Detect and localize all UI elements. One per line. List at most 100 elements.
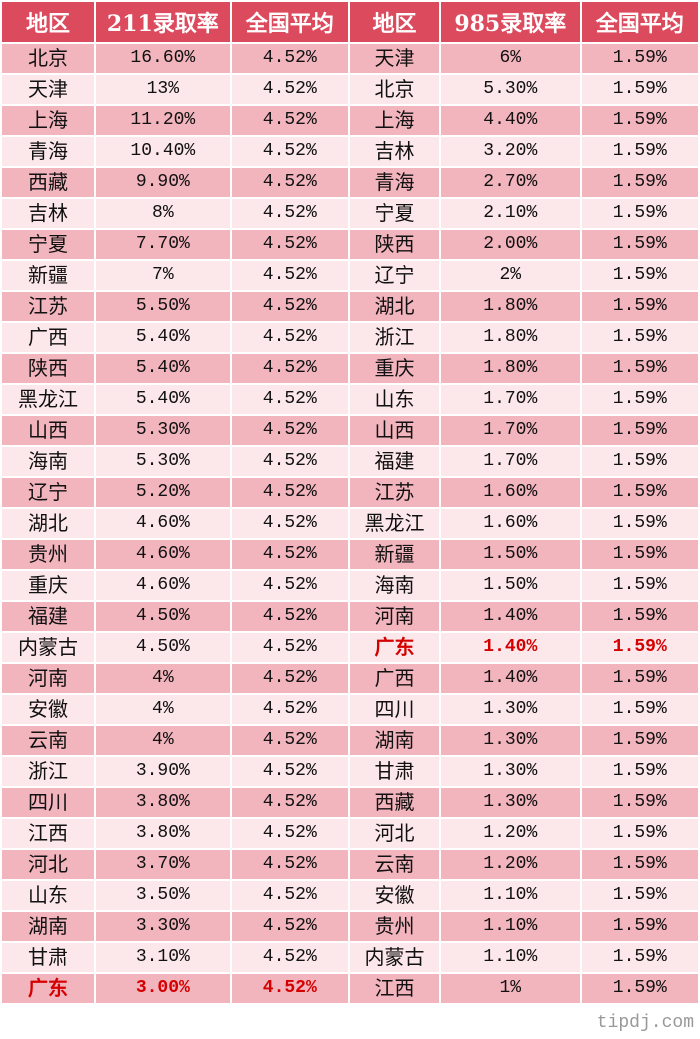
- cell-national-avg-211: 4.52%: [231, 943, 348, 972]
- cell-region-211: 宁夏: [2, 230, 95, 259]
- cell-region-985: 湖南: [349, 726, 439, 755]
- table-row: 福建 4.50% 4.52% 河南 1.40% 1.59%: [2, 602, 698, 631]
- cell-national-avg-985: 1.59%: [581, 478, 698, 507]
- cell-region-985: 山东: [349, 385, 439, 414]
- cell-region-211: 江苏: [2, 292, 95, 321]
- cell-region-211: 重庆: [2, 571, 95, 600]
- cell-national-avg-211: 4.52%: [231, 261, 348, 290]
- table-row: 湖南 3.30% 4.52% 贵州 1.10% 1.59%: [2, 912, 698, 941]
- cell-region-985: 甘肃: [349, 757, 439, 786]
- cell-region-211: 山东: [2, 881, 95, 910]
- cell-rate-985: 1.30%: [440, 726, 580, 755]
- cell-national-avg-211: 4.52%: [231, 912, 348, 941]
- table-row: 天津 13% 4.52% 北京 5.30% 1.59%: [2, 75, 698, 104]
- cell-rate-211: 3.70%: [96, 850, 230, 879]
- cell-national-avg-211: 4.52%: [231, 292, 348, 321]
- cell-rate-211: 4%: [96, 726, 230, 755]
- cell-national-avg-985: 1.59%: [581, 602, 698, 631]
- cell-rate-985: 1.70%: [440, 447, 580, 476]
- cell-rate-211: 4%: [96, 664, 230, 693]
- table-row: 四川 3.80% 4.52% 西藏 1.30% 1.59%: [2, 788, 698, 817]
- cell-rate-985: 1.80%: [440, 354, 580, 383]
- table-row: 黑龙江 5.40% 4.52% 山东 1.70% 1.59%: [2, 385, 698, 414]
- cell-national-avg-985: 1.59%: [581, 168, 698, 197]
- cell-national-avg-211: 4.52%: [231, 695, 348, 724]
- cell-region-211: 北京: [2, 44, 95, 73]
- cell-region-211: 江西: [2, 819, 95, 848]
- cell-national-avg-211: 4.52%: [231, 137, 348, 166]
- cell-region-985: 吉林: [349, 137, 439, 166]
- table-row: 青海 10.40% 4.52% 吉林 3.20% 1.59%: [2, 137, 698, 166]
- cell-region-985: 江西: [349, 974, 439, 1003]
- cell-rate-985: 1.10%: [440, 943, 580, 972]
- cell-rate-211: 4.60%: [96, 509, 230, 538]
- cell-rate-985: 1.60%: [440, 478, 580, 507]
- cell-national-avg-985: 1.59%: [581, 447, 698, 476]
- cell-national-avg-211: 4.52%: [231, 850, 348, 879]
- table-row: 山西 5.30% 4.52% 山西 1.70% 1.59%: [2, 416, 698, 445]
- cell-rate-985: 1%: [440, 974, 580, 1003]
- cell-region-985: 海南: [349, 571, 439, 600]
- cell-national-avg-211: 4.52%: [231, 509, 348, 538]
- cell-national-avg-211: 4.52%: [231, 540, 348, 569]
- table-row: 河北 3.70% 4.52% 云南 1.20% 1.59%: [2, 850, 698, 879]
- cell-rate-211: 13%: [96, 75, 230, 104]
- cell-rate-985: 1.80%: [440, 292, 580, 321]
- table-row: 甘肃 3.10% 4.52% 内蒙古 1.10% 1.59%: [2, 943, 698, 972]
- cell-national-avg-211: 4.52%: [231, 726, 348, 755]
- cell-rate-985: 1.50%: [440, 571, 580, 600]
- cell-rate-985: 1.20%: [440, 850, 580, 879]
- header-211-rate: 211录取率: [96, 2, 230, 42]
- cell-rate-211: 4.50%: [96, 602, 230, 631]
- cell-rate-211: 5.30%: [96, 416, 230, 445]
- cell-rate-211: 3.30%: [96, 912, 230, 941]
- cell-rate-211: 5.40%: [96, 323, 230, 352]
- cell-national-avg-211: 4.52%: [231, 571, 348, 600]
- cell-rate-985: 1.30%: [440, 757, 580, 786]
- cell-rate-211: 7%: [96, 261, 230, 290]
- cell-region-211: 四川: [2, 788, 95, 817]
- header-region-211: 地区: [2, 2, 95, 42]
- table-row: 重庆 4.60% 4.52% 海南 1.50% 1.59%: [2, 571, 698, 600]
- cell-region-985: 湖北: [349, 292, 439, 321]
- cell-rate-985: 1.20%: [440, 819, 580, 848]
- cell-national-avg-985: 1.59%: [581, 230, 698, 259]
- cell-national-avg-985: 1.59%: [581, 106, 698, 135]
- cell-national-avg-211: 4.52%: [231, 354, 348, 383]
- cell-national-avg-985: 1.59%: [581, 726, 698, 755]
- watermark: tipdj.com: [596, 1013, 694, 1033]
- cell-rate-985: 2.10%: [440, 199, 580, 228]
- cell-region-985: 江苏: [349, 478, 439, 507]
- table-row: 宁夏 7.70% 4.52% 陕西 2.00% 1.59%: [2, 230, 698, 259]
- cell-region-985: 天津: [349, 44, 439, 73]
- cell-national-avg-985: 1.59%: [581, 75, 698, 104]
- cell-region-985: 新疆: [349, 540, 439, 569]
- cell-national-avg-985: 1.59%: [581, 757, 698, 786]
- cell-national-avg-211: 4.52%: [231, 974, 348, 1003]
- cell-national-avg-985: 1.59%: [581, 540, 698, 569]
- cell-region-985: 云南: [349, 850, 439, 879]
- cell-national-avg-985: 1.59%: [581, 881, 698, 910]
- cell-region-211: 陕西: [2, 354, 95, 383]
- admission-rate-table: 地区 211录取率 全国平均 地区 985录取率 全国平均 北京 16.60% 4.…: [2, 2, 698, 1003]
- table-row: 江西 3.80% 4.52% 河北 1.20% 1.59%: [2, 819, 698, 848]
- cell-rate-985: 3.20%: [440, 137, 580, 166]
- cell-region-211: 甘肃: [2, 943, 95, 972]
- cell-rate-985: 1.40%: [440, 633, 580, 662]
- cell-region-985: 西藏: [349, 788, 439, 817]
- table-row: 江苏 5.50% 4.52% 湖北 1.80% 1.59%: [2, 292, 698, 321]
- table-row: 广西 5.40% 4.52% 浙江 1.80% 1.59%: [2, 323, 698, 352]
- cell-rate-985: 6%: [440, 44, 580, 73]
- cell-national-avg-211: 4.52%: [231, 478, 348, 507]
- cell-region-211: 广东: [2, 974, 95, 1003]
- cell-rate-211: 3.80%: [96, 788, 230, 817]
- cell-rate-985: 2.00%: [440, 230, 580, 259]
- cell-national-avg-985: 1.59%: [581, 788, 698, 817]
- cell-rate-985: 1.10%: [440, 881, 580, 910]
- cell-region-985: 上海: [349, 106, 439, 135]
- cell-region-211: 河北: [2, 850, 95, 879]
- cell-rate-211: 5.40%: [96, 354, 230, 383]
- cell-rate-985: 4.40%: [440, 106, 580, 135]
- cell-national-avg-211: 4.52%: [231, 447, 348, 476]
- cell-region-211: 湖南: [2, 912, 95, 941]
